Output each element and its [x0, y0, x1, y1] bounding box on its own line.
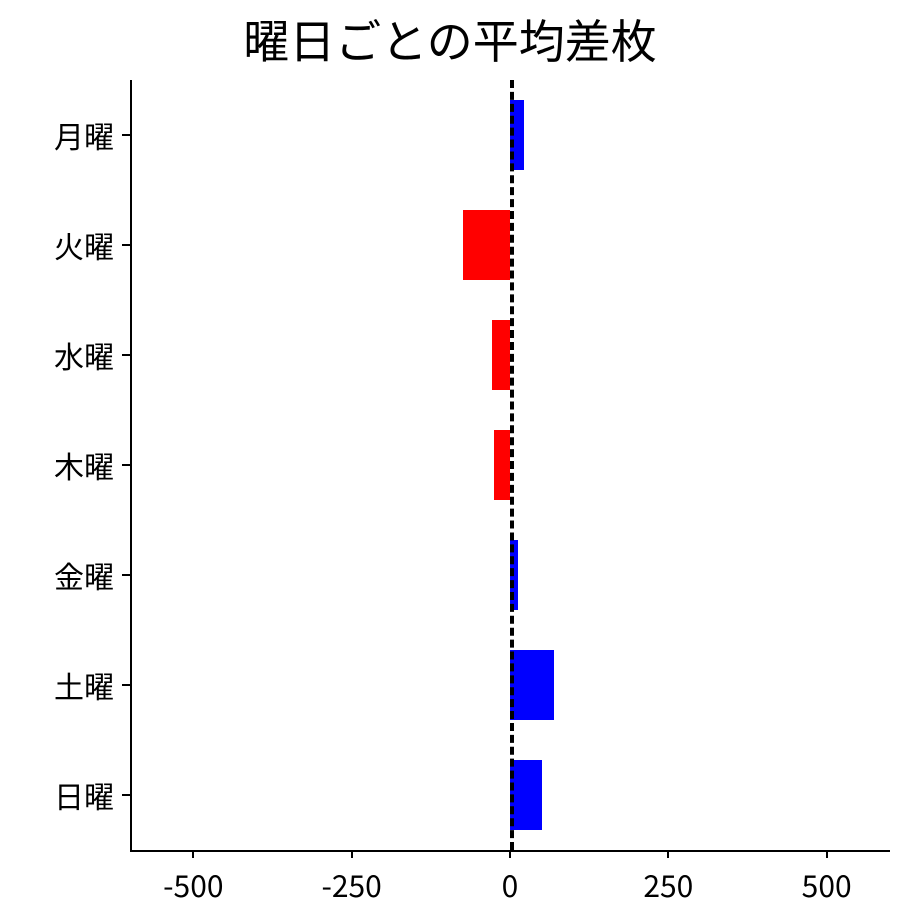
x-axis-tick-label: -250 — [321, 862, 381, 906]
x-axis-tick-label: 500 — [802, 862, 852, 906]
bar — [492, 320, 510, 389]
y-axis-tick — [122, 244, 130, 246]
x-axis-tick — [826, 850, 828, 858]
x-axis-tick — [667, 850, 669, 858]
y-axis-tick-label: 火曜 — [54, 223, 114, 267]
x-axis-tick — [351, 850, 353, 858]
y-axis-tick — [122, 134, 130, 136]
y-axis-tick-label: 月曜 — [54, 113, 114, 157]
bar — [510, 760, 542, 829]
chart-container: 曜日ごとの平均差枚 -500-2500250500月曜火曜水曜木曜金曜土曜日曜 — [0, 0, 900, 900]
chart-title: 曜日ごとの平均差枚 — [0, 6, 900, 72]
y-axis-tick-label: 日曜 — [54, 773, 114, 817]
y-axis-tick — [122, 354, 130, 356]
x-axis-tick-label: -500 — [163, 862, 223, 906]
y-axis-line — [130, 80, 132, 852]
y-axis-tick — [122, 794, 130, 796]
x-axis-tick — [509, 850, 511, 858]
y-axis-tick-label: 水曜 — [54, 333, 114, 377]
x-axis-tick-label: 0 — [502, 862, 519, 906]
y-axis-tick — [122, 684, 130, 686]
zero-reference-line — [510, 80, 514, 850]
y-axis-tick-label: 土曜 — [54, 663, 114, 707]
x-axis-tick — [192, 850, 194, 858]
bar — [510, 650, 554, 719]
plot-area: -500-2500250500月曜火曜水曜木曜金曜土曜日曜 — [130, 80, 890, 850]
y-axis-tick-label: 木曜 — [54, 443, 114, 487]
y-axis-tick-label: 金曜 — [54, 553, 114, 597]
y-axis-tick — [122, 464, 130, 466]
y-axis-tick — [122, 574, 130, 576]
bar — [494, 430, 510, 499]
bar — [463, 210, 511, 279]
x-axis-tick-label: 250 — [643, 862, 693, 906]
